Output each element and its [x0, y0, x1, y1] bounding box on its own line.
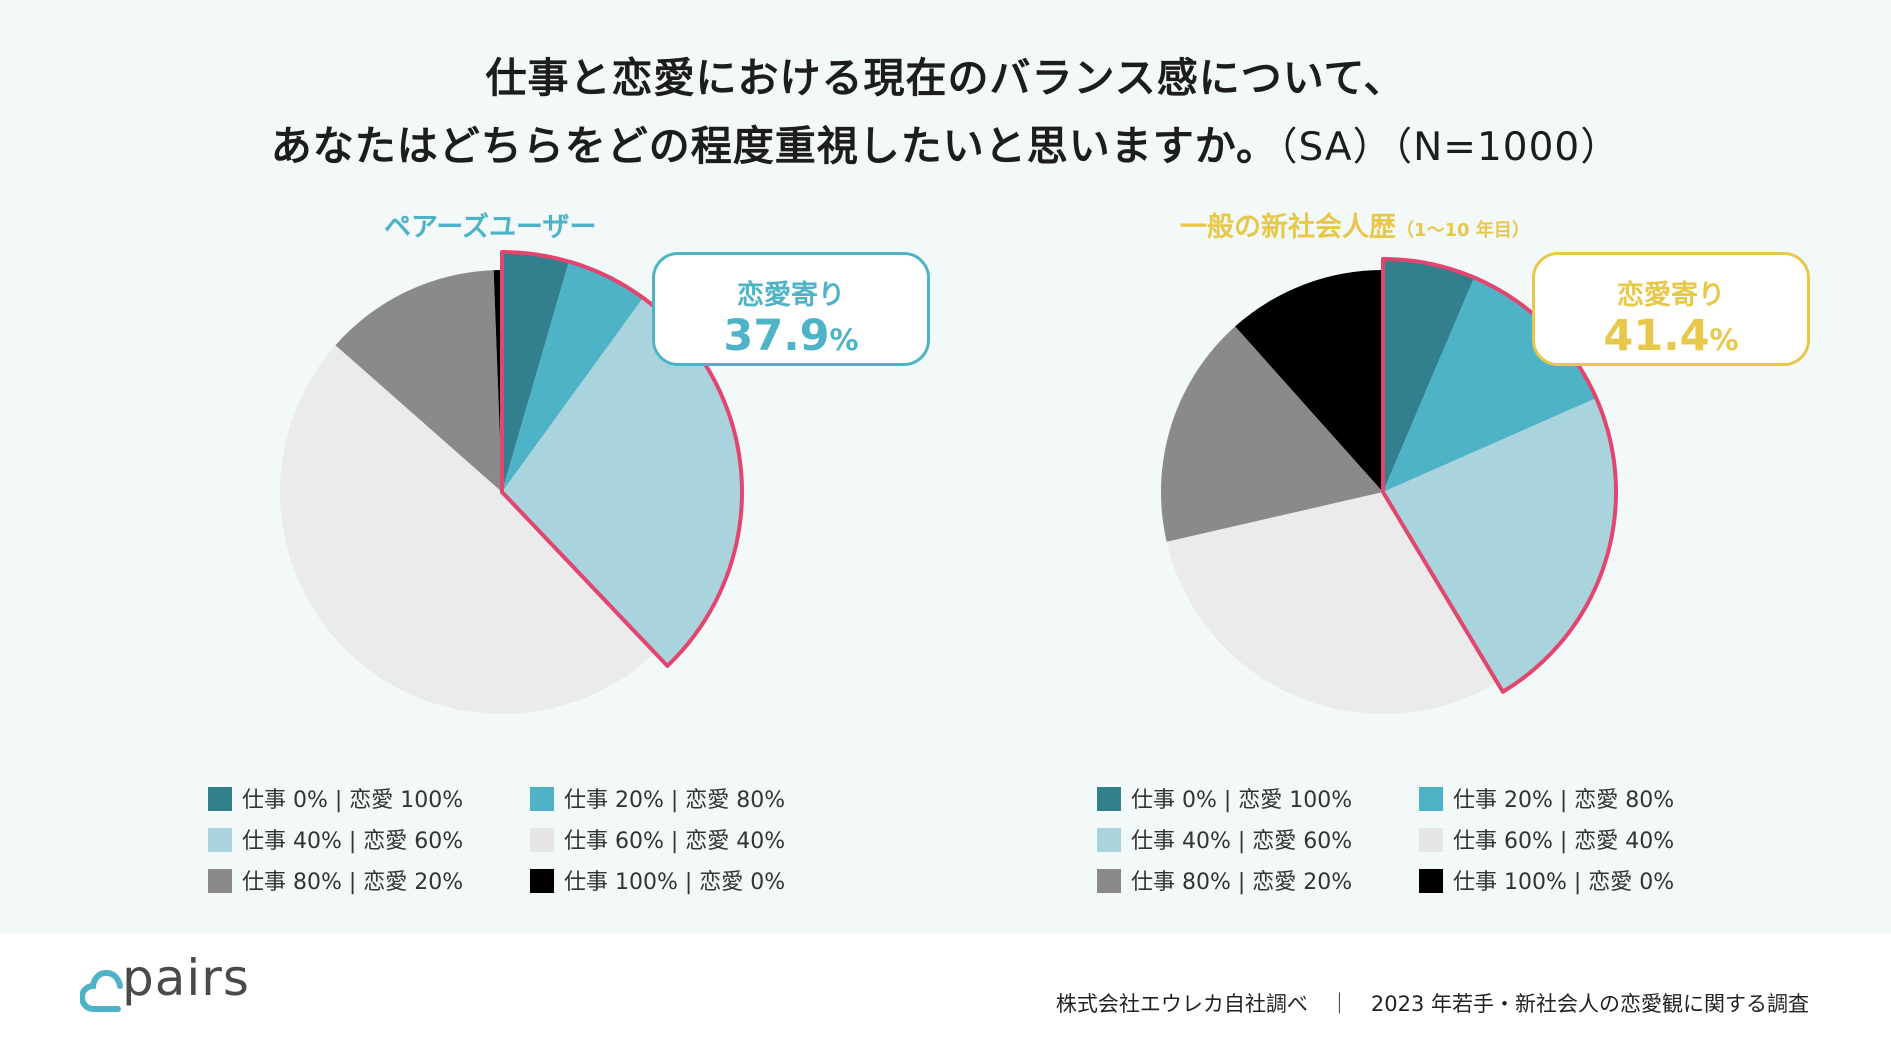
general-legend-item-3: 仕事 40% | 恋愛 60%	[1097, 828, 1352, 856]
chart-title-line1: 仕事と恋愛における現在のバランス感について、	[485, 54, 1406, 102]
general-chart-title-note: （1～10 年目）	[1396, 220, 1530, 241]
general-legend-label-2: 仕事 20% | 恋愛 80%	[1453, 788, 1675, 813]
pairs-legend-item-1: 仕事 0% | 恋愛 100%	[208, 787, 463, 815]
general-legend-swatch-3	[1097, 828, 1121, 852]
pairs-legend-label-5: 仕事 80% | 恋愛 20%	[242, 870, 464, 895]
pairs-legend-label-4: 仕事 60% | 恋愛 40%	[564, 829, 786, 854]
general-legend-swatch-5	[1097, 869, 1121, 893]
pairs-legend-swatch-4	[530, 828, 554, 852]
general-highlight-callout: 恋愛寄り 41.4%	[1532, 252, 1810, 366]
pairs-highlight-unit: %	[829, 323, 859, 357]
pairs-legend-label-1: 仕事 0% | 恋愛 100%	[242, 788, 464, 813]
general-highlight-unit: %	[1709, 323, 1739, 357]
pairs-legend-item-2: 仕事 20% | 恋愛 80%	[530, 787, 785, 815]
pairs-legend-item-4: 仕事 60% | 恋愛 40%	[530, 828, 785, 856]
pairs-logo-text: pairs	[122, 949, 250, 1007]
pairs-legend-label-3: 仕事 40% | 恋愛 60%	[242, 829, 464, 854]
cloud-icon	[80, 969, 123, 1012]
pairs-legend-swatch-2	[530, 787, 554, 811]
general-legend-label-5: 仕事 80% | 恋愛 20%	[1131, 870, 1353, 895]
pairs-highlight-value: 37.9%	[655, 312, 927, 364]
general-legend-swatch-4	[1419, 828, 1443, 852]
pairs-legend-swatch-1	[208, 787, 232, 811]
general-legend-item-5: 仕事 80% | 恋愛 20%	[1097, 869, 1352, 897]
title-sample-note: （SA）（N=1000）	[1277, 125, 1621, 170]
pairs-legend-swatch-6	[530, 869, 554, 893]
pairs-highlight-number: 37.9	[723, 311, 830, 361]
general-legend-swatch-1	[1097, 787, 1121, 811]
pairs-legend-swatch-3	[208, 828, 232, 852]
pairs-legend-label-2: 仕事 20% | 恋愛 80%	[564, 788, 786, 813]
source-note: 株式会社エウレカ自社調べ ｜ 2023 年若手・新社会人の恋愛観に関する調査	[1055, 992, 1809, 1016]
general-legend-label-6: 仕事 100% | 恋愛 0%	[1453, 870, 1675, 895]
general-highlight-label: 恋愛寄り	[1617, 280, 1725, 311]
general-legend-item-4: 仕事 60% | 恋愛 40%	[1419, 828, 1674, 856]
general-legend-label-4: 仕事 60% | 恋愛 40%	[1453, 829, 1675, 854]
general-highlight-value: 41.4%	[1535, 312, 1807, 364]
chart-title-line2: あなたはどちらをどの程度重視したいと思いますか。（SA）（N=1000）	[0, 112, 1891, 172]
general-chart-title-text: 一般の新社会人歴	[1180, 212, 1396, 243]
general-chart-title: 一般の新社会人歴（1～10 年目）	[1180, 205, 1530, 244]
general-legend-item-2: 仕事 20% | 恋愛 80%	[1419, 787, 1674, 815]
pairs-legend-item-6: 仕事 100% | 恋愛 0%	[530, 869, 785, 897]
title-question: あなたはどちらをどの程度重視したいと思いますか。	[270, 122, 1278, 170]
pairs-legend-item-5: 仕事 80% | 恋愛 20%	[208, 869, 463, 897]
general-highlight-number: 41.4	[1603, 311, 1710, 361]
general-legend-swatch-2	[1419, 787, 1443, 811]
pairs-highlight-label: 恋愛寄り	[737, 280, 845, 311]
pairs-legend-label-6: 仕事 100% | 恋愛 0%	[564, 870, 786, 895]
general-legend-swatch-6	[1419, 869, 1443, 893]
general-legend-item-6: 仕事 100% | 恋愛 0%	[1419, 869, 1674, 897]
pairs-highlight-callout: 恋愛寄り 37.9%	[652, 252, 930, 366]
pairs-chart-title-text: ペアーズユーザー	[384, 212, 597, 243]
pairs-legend-item-3: 仕事 40% | 恋愛 60%	[208, 828, 463, 856]
general-legend-label-3: 仕事 40% | 恋愛 60%	[1131, 829, 1353, 854]
general-legend-item-1: 仕事 0% | 恋愛 100%	[1097, 787, 1352, 815]
pairs-chart-title: ペアーズユーザー	[384, 205, 597, 244]
pairs-legend-swatch-5	[208, 869, 232, 893]
general-legend-label-1: 仕事 0% | 恋愛 100%	[1131, 788, 1353, 813]
